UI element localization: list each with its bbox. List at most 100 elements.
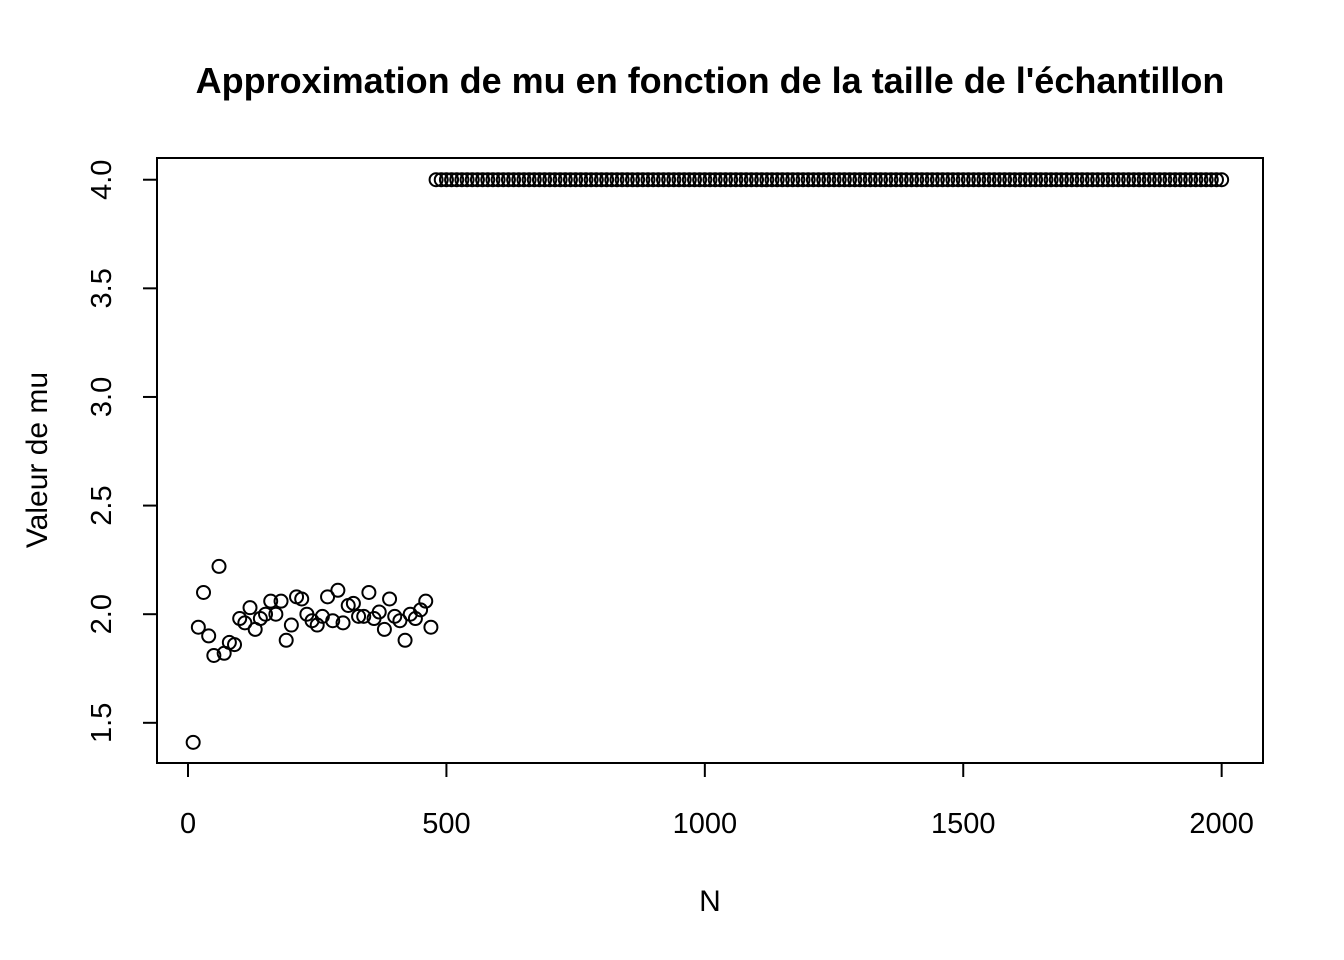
y-axis-label: Valeur de mu	[21, 372, 54, 548]
data-point	[444, 172, 460, 188]
data-point	[449, 172, 465, 188]
y-tick-label: 3.5	[86, 268, 118, 308]
x-axis: 0 500 1000 1500 2000	[180, 762, 1254, 840]
data-point	[604, 172, 620, 188]
data-point	[320, 589, 336, 605]
data-point	[185, 734, 201, 750]
data-point	[692, 172, 708, 188]
data-point	[1162, 172, 1178, 188]
data-point	[361, 584, 377, 600]
data-point	[1131, 172, 1147, 188]
data-point	[1157, 172, 1173, 188]
data-point	[562, 172, 578, 188]
data-point	[433, 172, 449, 188]
data-point	[1126, 172, 1142, 188]
data-point	[418, 593, 434, 609]
data-point	[852, 172, 868, 188]
data-point	[464, 172, 480, 188]
data-point	[749, 172, 765, 188]
data-point	[283, 617, 299, 633]
data-point	[599, 172, 615, 188]
data-point	[831, 172, 847, 188]
data-point	[552, 172, 568, 188]
data-point	[1069, 172, 1085, 188]
data-point	[371, 604, 387, 620]
data-point	[1033, 172, 1049, 188]
data-point	[573, 172, 589, 188]
data-point	[1048, 172, 1064, 188]
data-point	[583, 172, 599, 188]
data-point	[805, 172, 821, 188]
data-point	[490, 172, 506, 188]
data-point	[619, 172, 635, 188]
data-point	[459, 172, 475, 188]
data-point	[883, 172, 899, 188]
data-point	[593, 172, 609, 188]
data-point	[1002, 172, 1018, 188]
data-point	[645, 172, 661, 188]
data-point	[330, 582, 346, 598]
data-point	[1188, 172, 1204, 188]
data-point	[707, 172, 723, 188]
data-point	[1172, 172, 1188, 188]
data-point	[826, 172, 842, 188]
data-point	[1183, 172, 1199, 188]
data-point	[614, 172, 630, 188]
data-point	[624, 172, 640, 188]
data-point	[697, 172, 713, 188]
data-point	[1198, 172, 1214, 188]
data-point	[800, 172, 816, 188]
data-point	[661, 172, 677, 188]
data-point	[733, 172, 749, 188]
data-point	[1141, 172, 1157, 188]
data-point	[1064, 172, 1080, 188]
data-point	[521, 172, 537, 188]
data-point	[531, 172, 547, 188]
data-point	[1193, 172, 1209, 188]
data-point	[278, 632, 294, 648]
data-point	[1115, 172, 1131, 188]
data-point	[676, 172, 692, 188]
data-point	[325, 613, 341, 629]
data-point	[1079, 172, 1095, 188]
data-point	[1136, 172, 1152, 188]
data-point	[263, 593, 279, 609]
data-point	[475, 172, 491, 188]
data-point	[795, 172, 811, 188]
data-point	[666, 172, 682, 188]
data-point	[588, 172, 604, 188]
data-point	[1038, 172, 1054, 188]
data-point	[723, 172, 739, 188]
data-point	[743, 172, 759, 188]
data-point	[790, 172, 806, 188]
data-point	[759, 172, 775, 188]
data-point	[190, 619, 206, 635]
y-tick-label: 2.5	[86, 485, 118, 525]
data-point	[945, 172, 961, 188]
data-point	[1105, 172, 1121, 188]
data-point	[712, 172, 728, 188]
x-tick-label: 2000	[1189, 808, 1254, 840]
data-point	[630, 172, 646, 188]
data-point	[206, 647, 222, 663]
data-point	[862, 172, 878, 188]
data-point	[986, 172, 1002, 188]
data-point	[345, 595, 361, 611]
data-point	[873, 172, 889, 188]
data-point	[397, 632, 413, 648]
data-point	[438, 172, 454, 188]
data-point	[242, 600, 258, 616]
data-point	[929, 172, 945, 188]
data-point	[469, 172, 485, 188]
data-point	[718, 172, 734, 188]
data-point	[356, 608, 372, 624]
data-point	[836, 172, 852, 188]
data-point	[847, 172, 863, 188]
y-tick-label: 3.0	[86, 377, 118, 417]
data-point	[423, 619, 439, 635]
data-point	[640, 172, 656, 188]
data-points	[185, 172, 1230, 750]
data-point	[1007, 172, 1023, 188]
data-point	[547, 172, 563, 188]
data-point	[428, 172, 444, 188]
